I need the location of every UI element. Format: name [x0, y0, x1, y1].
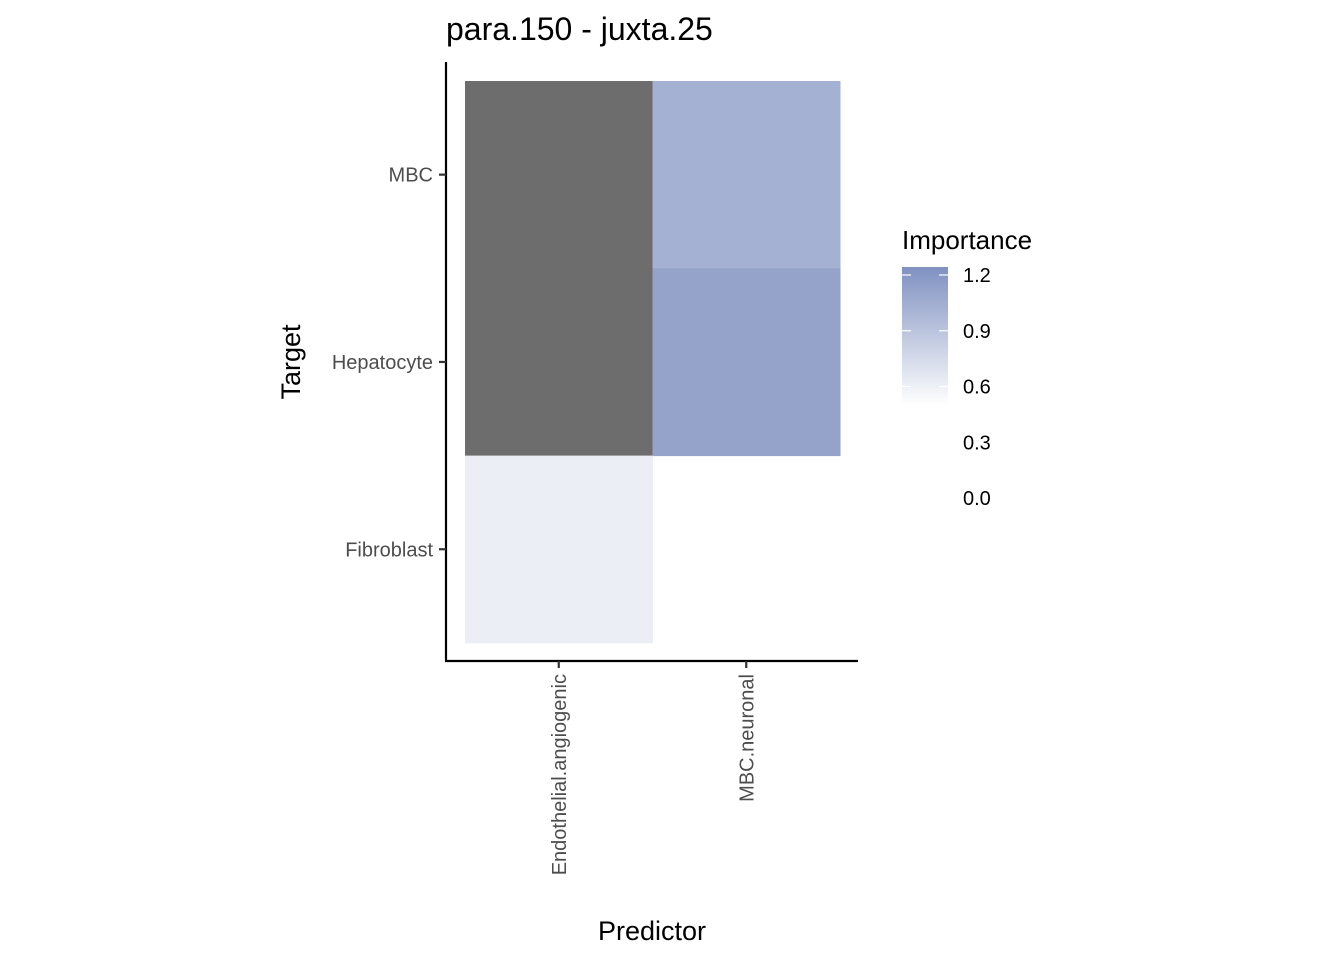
- y-axis-title: Target: [276, 324, 306, 400]
- heatmap-cell-endothelial-angiogenic-fibroblast: [465, 455, 653, 644]
- heatmap-cell-mbc-neuronal-hepatocyte: [652, 268, 841, 457]
- x-tick-label: MBC.neuronal: [736, 674, 758, 802]
- legend: Importance 1.2 0.9 0.6 0.3 0.0: [902, 225, 1032, 510]
- legend-tick-label: 1.2: [963, 265, 991, 287]
- legend-tick-label: 0.3: [963, 432, 991, 454]
- chart-title: para.150 - juxta.25: [446, 11, 713, 47]
- heatmap-cell-endothelial-angiogenic-hepatocyte: [465, 268, 653, 457]
- y-tick-label: Fibroblast: [345, 539, 433, 561]
- y-tick-label: MBC: [389, 165, 433, 187]
- heatmap-cell-endothelial-angiogenic-mbc: [465, 81, 653, 269]
- legend-colorbar: [902, 267, 948, 406]
- legend-ticks: 1.2 0.9 0.6 0.3 0.0: [902, 265, 991, 510]
- x-axis-title: Predictor: [598, 916, 706, 946]
- y-axis-ticks: MBC Hepatocyte Fibroblast: [332, 165, 446, 561]
- x-axis-ticks: Endothelial.angiogenic MBC.neuronal: [549, 661, 758, 875]
- legend-tick-label: 0.9: [963, 321, 991, 343]
- heatmap-cells: [465, 81, 841, 644]
- legend-title: Importance: [902, 225, 1032, 255]
- legend-tick-label: 0.6: [963, 377, 991, 399]
- x-tick-label: Endothelial.angiogenic: [549, 674, 571, 875]
- legend-tick-label: 0.0: [963, 488, 991, 510]
- y-tick-label: Hepatocyte: [332, 352, 433, 374]
- heatmap-cell-mbc-neuronal-mbc: [652, 81, 841, 269]
